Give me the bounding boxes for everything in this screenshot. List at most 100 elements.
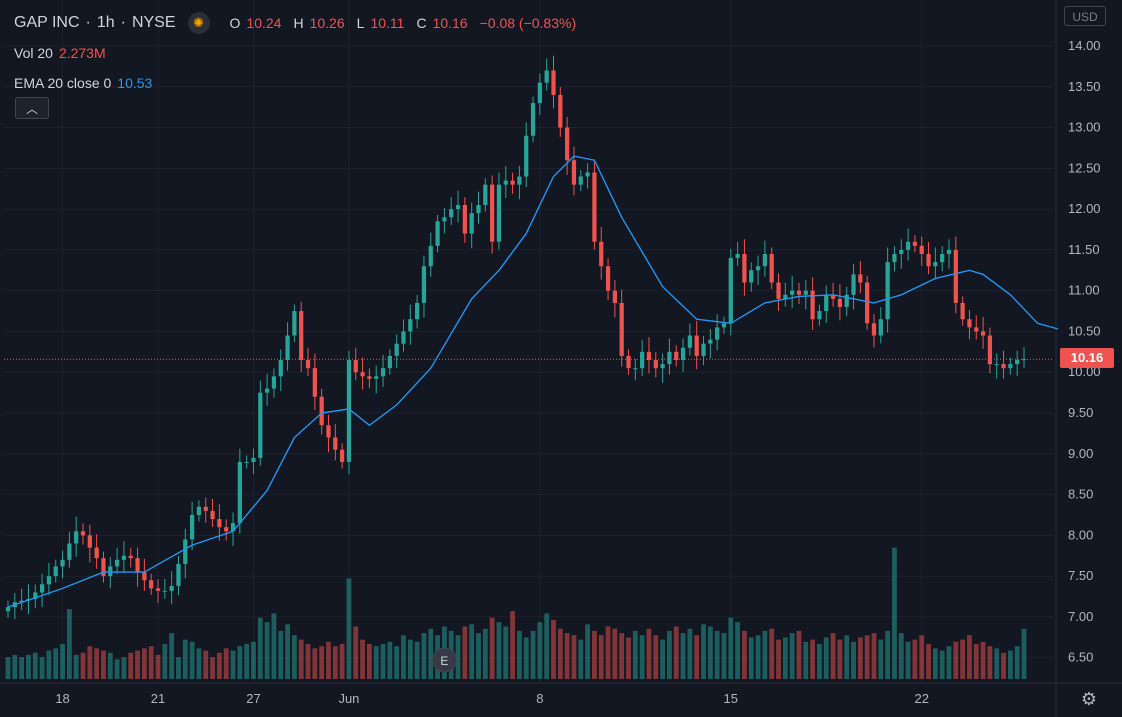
candle-body[interactable] — [578, 176, 583, 185]
candle-body[interactable] — [510, 180, 515, 185]
candle-body[interactable] — [905, 241, 911, 250]
candle-body[interactable] — [667, 351, 672, 365]
candle-body[interactable] — [742, 253, 747, 283]
candle-body[interactable] — [851, 274, 856, 295]
currency-label[interactable]: USD — [1064, 6, 1106, 26]
candle-body[interactable] — [796, 290, 802, 295]
candle-body[interactable] — [421, 266, 427, 303]
candle-body[interactable] — [571, 160, 577, 185]
candle-body[interactable] — [108, 566, 113, 577]
candle-body[interactable] — [408, 319, 413, 332]
sun-icon[interactable]: ✺ — [187, 12, 210, 34]
candle-body[interactable] — [462, 205, 467, 234]
candle-body[interactable] — [940, 253, 945, 263]
candle-body[interactable] — [524, 135, 529, 177]
candle-body[interactable] — [1001, 364, 1006, 369]
candle-body[interactable] — [776, 282, 781, 299]
candle-body[interactable] — [899, 249, 904, 254]
interval-label[interactable]: 1h — [96, 14, 115, 31]
candle-body[interactable] — [517, 176, 522, 185]
candle-body[interactable] — [176, 563, 181, 586]
candle-body[interactable] — [803, 290, 808, 295]
candle-body[interactable] — [292, 311, 297, 336]
candle-body[interactable] — [39, 584, 45, 593]
candle-body[interactable] — [817, 311, 822, 320]
candle-body[interactable] — [244, 461, 249, 463]
candle-body[interactable] — [258, 392, 263, 458]
candle-body[interactable] — [305, 360, 311, 369]
candle-body[interactable] — [435, 221, 440, 246]
candle-body[interactable] — [333, 437, 338, 450]
candle-body[interactable] — [353, 360, 358, 373]
candle-body[interactable] — [537, 82, 542, 104]
candle-body[interactable] — [715, 327, 720, 340]
candle-body[interactable] — [155, 588, 161, 591]
candle-body[interactable] — [80, 531, 86, 536]
candle-body[interactable] — [953, 249, 958, 303]
candle-body[interactable] — [503, 180, 508, 185]
candle-body[interactable] — [762, 253, 767, 267]
candle-body[interactable] — [878, 319, 883, 336]
candle-body[interactable] — [755, 266, 761, 271]
candle-body[interactable] — [674, 351, 679, 361]
candle-body[interactable] — [653, 360, 658, 369]
candle-body[interactable] — [769, 253, 774, 283]
candle-body[interactable] — [33, 592, 38, 599]
candle-body[interactable] — [1008, 364, 1013, 369]
candle-body[interactable] — [626, 355, 631, 369]
candle-body[interactable] — [53, 566, 58, 577]
candle-body[interactable] — [19, 600, 24, 603]
candle-body[interactable] — [196, 506, 202, 515]
candle-body[interactable] — [360, 372, 365, 377]
candle-body[interactable] — [871, 323, 877, 336]
candle-body[interactable] — [987, 335, 993, 365]
candle-body[interactable] — [544, 70, 549, 83]
symbol-name[interactable]: GAP INC — [14, 14, 80, 31]
candle-body[interactable] — [824, 294, 829, 312]
candle-body[interactable] — [980, 331, 986, 336]
candle-body[interactable] — [721, 323, 727, 328]
candle-body[interactable] — [135, 558, 140, 573]
collapse-legend-button[interactable]: ︿ — [15, 97, 49, 119]
candle-body[interactable] — [149, 580, 154, 589]
candle-body[interactable] — [490, 184, 495, 242]
candle-body[interactable] — [558, 94, 563, 128]
candle-body[interactable] — [183, 539, 188, 564]
candle-body[interactable] — [946, 249, 952, 254]
candle-body[interactable] — [449, 209, 454, 218]
candle-body[interactable] — [605, 266, 611, 291]
candle-body[interactable] — [401, 331, 406, 344]
candle-body[interactable] — [251, 457, 256, 462]
candle-body[interactable] — [271, 376, 277, 389]
candle-body[interactable] — [162, 590, 167, 592]
candle-body[interactable] — [837, 298, 843, 307]
candle-body[interactable] — [933, 262, 938, 267]
candle-body[interactable] — [912, 241, 918, 246]
candle-body[interactable] — [299, 311, 304, 361]
candle-body[interactable] — [1015, 360, 1020, 365]
candle-body[interactable] — [974, 327, 979, 332]
candle-body[interactable] — [285, 335, 290, 361]
candle-body[interactable] — [565, 127, 570, 161]
candle-body[interactable] — [735, 253, 740, 259]
candle-body[interactable] — [101, 558, 106, 577]
candle-body[interactable] — [340, 449, 345, 462]
candle-body[interactable] — [142, 572, 147, 581]
legend-volume-row[interactable]: Vol 20 2.273M — [14, 38, 576, 68]
candle-body[interactable] — [230, 523, 236, 532]
candle-body[interactable] — [189, 514, 195, 540]
candle-body[interactable] — [960, 302, 965, 320]
candle-body[interactable] — [87, 535, 92, 548]
gear-icon[interactable]: ⚙ — [1080, 689, 1098, 709]
candle-body[interactable] — [74, 531, 79, 544]
candle-body[interactable] — [278, 360, 283, 377]
candle-body[interactable] — [926, 253, 931, 267]
candle-body[interactable] — [633, 368, 638, 370]
candle-body[interactable] — [701, 343, 706, 356]
candle-body[interactable] — [326, 425, 331, 438]
candle-body[interactable] — [919, 245, 924, 254]
candle-body[interactable] — [830, 294, 836, 299]
candle-body[interactable] — [367, 376, 372, 379]
candle-body[interactable] — [858, 274, 863, 283]
candle-body[interactable] — [646, 351, 652, 361]
